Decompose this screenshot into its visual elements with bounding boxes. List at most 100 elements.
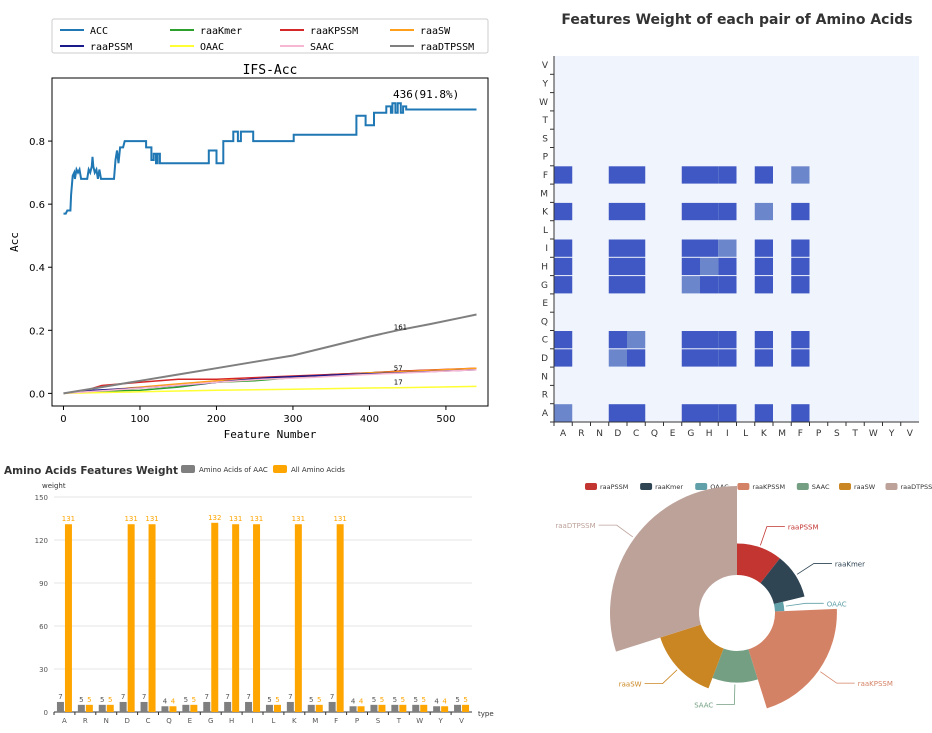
heatmap-cell <box>791 276 810 294</box>
bar-value-label: 131 <box>250 515 263 523</box>
heatmap-cell <box>554 202 573 221</box>
ifs-y-axis-label: Acc <box>8 232 21 252</box>
heatmap-cells <box>554 166 810 422</box>
bar-category-label: D <box>124 717 129 725</box>
heatmap-cell <box>554 349 573 367</box>
bar-value-label: 5 <box>100 696 104 704</box>
rose-pie-chart: raaPSSM raaKmer OAAC raaKPSSM SAAC raaSW raaDT… <box>555 483 932 709</box>
pie-label-line <box>598 524 634 538</box>
bar-all-A <box>64 524 72 712</box>
bar-value-label: 5 <box>79 696 83 704</box>
bar-all-C <box>148 524 156 712</box>
pie-legend: raaPSSM raaKmer OAAC raaKPSSM SAAC raaSW raaDT… <box>585 483 932 491</box>
y-tick-label: 0.8 <box>29 137 45 148</box>
pie-slice-label: raaKPSSM <box>858 680 893 688</box>
bar-chart: Amino Acids Features Weight Amino Acids … <box>4 465 494 725</box>
bar-value-label: 4 <box>351 697 356 705</box>
pie-legend-swatch <box>885 483 898 490</box>
y-tick-label: 0.0 <box>29 389 45 400</box>
heatmap-x-label: N <box>596 429 603 439</box>
bar-value-label: 131 <box>292 515 305 523</box>
heatmap-cell <box>608 404 627 422</box>
heatmap-y-label: H <box>541 262 548 272</box>
heatmap-cell <box>627 239 646 257</box>
annotation-label: 57 <box>394 364 403 372</box>
y-tick-label: 0.6 <box>29 200 45 211</box>
heatmap-cell <box>700 239 719 257</box>
pie-slice-label: raaKmer <box>835 560 865 568</box>
pie-label-line <box>716 684 736 705</box>
bar-y-tick-label: 0 <box>44 709 48 717</box>
bar-value-label: 4 <box>434 697 439 705</box>
bar-value-label: 5 <box>184 696 188 704</box>
bar-all-S <box>378 704 386 712</box>
heatmap-cell <box>754 257 773 276</box>
bar-category-label: E <box>188 717 192 725</box>
pie-label-line <box>796 563 832 575</box>
bar-category-label: W <box>416 717 423 725</box>
heatmap-x-label: A <box>560 429 567 439</box>
heatmap-cell <box>718 166 737 184</box>
heatmap-x-label: R <box>578 429 584 439</box>
bar-category-label: V <box>459 717 464 725</box>
bar-value-label: 131 <box>333 515 346 523</box>
heatmap-y-label: D <box>541 354 548 364</box>
bar-all-Y <box>441 706 449 712</box>
bar-value-label: 5 <box>393 696 397 704</box>
pie-legend-label: raaSW <box>854 483 876 491</box>
bar-aac-C <box>140 701 148 712</box>
bar-value-label: 5 <box>192 696 196 704</box>
heatmap-y-label: L <box>543 226 548 236</box>
heatmap-cell <box>554 257 573 276</box>
bar-y-tick-label: 150 <box>35 494 48 502</box>
bar-aac-M <box>307 704 315 712</box>
legend-label-raakpssm: raaKPSSM <box>310 26 358 37</box>
heatmap-cell <box>718 404 737 422</box>
heatmap-cell <box>754 202 773 221</box>
pie-slice-raakmer <box>760 558 805 604</box>
heatmap-cell <box>791 331 810 349</box>
pie-label-line <box>644 669 678 684</box>
annotation-label: 17 <box>394 379 403 387</box>
pie-legend-swatch <box>737 483 750 490</box>
heatmap-cell <box>627 166 646 184</box>
bar-aac-R <box>77 704 85 712</box>
bar-all-W <box>420 704 428 712</box>
bar-value-label: 5 <box>422 696 426 704</box>
bar-category-label: Y <box>438 717 444 725</box>
heatmap-y-label: R <box>542 391 548 401</box>
bar-all-G <box>211 522 219 712</box>
pie-legend-swatch <box>640 483 653 490</box>
heatmap-cell <box>554 239 573 257</box>
heatmap-cell <box>608 331 627 349</box>
legend-label-raadtpssm: raaDTPSSM <box>420 42 474 53</box>
bar-value-label: 7 <box>58 693 62 701</box>
pie-legend-swatch <box>839 483 851 490</box>
bar-aac-W <box>412 704 420 712</box>
pie-label-line <box>820 671 855 684</box>
heatmap-cell <box>554 404 573 422</box>
pie-legend-swatch <box>796 483 809 490</box>
bar-value-label: 131 <box>229 515 242 523</box>
heatmap-cell <box>681 202 700 221</box>
pie-legend-label: raaDTPSSM <box>901 483 932 491</box>
bar-value-label: 7 <box>121 693 125 701</box>
bar-category-label: I <box>252 717 254 725</box>
heatmap-cell <box>608 166 627 184</box>
heatmap-cell <box>681 239 700 257</box>
pie-legend-swatch <box>585 483 597 490</box>
bar-value-label: 132 <box>208 514 221 522</box>
y-tick-label: 0.2 <box>29 326 45 337</box>
pie-legend-label: raaKmer <box>655 483 683 491</box>
bar-category-label: T <box>396 717 402 725</box>
heatmap-cell <box>627 276 646 294</box>
pie-slice-saac <box>712 648 758 683</box>
heatmap-cell <box>718 202 737 221</box>
heatmap-y-label: Y <box>542 79 549 89</box>
legend-label-raakmer: raaKmer <box>200 26 242 37</box>
heatmap-y-label: K <box>542 208 549 218</box>
heatmap-cell <box>627 202 646 221</box>
heatmap-x-label: M <box>778 429 786 439</box>
heatmap-y-label: N <box>541 372 548 382</box>
